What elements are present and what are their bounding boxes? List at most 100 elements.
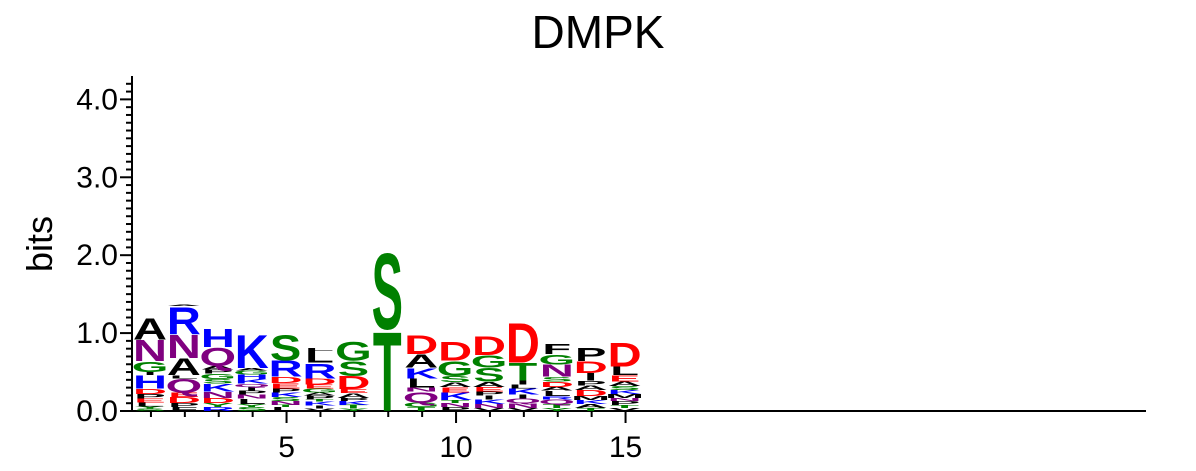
logo-letter-S: S (134, 408, 165, 412)
logo-letter-T: T (576, 407, 606, 412)
logo-letter-D: D (506, 312, 540, 375)
logo-letter-L: L (407, 376, 436, 390)
y-tick-label: 2.0 (76, 239, 118, 272)
logo-letter-H: H (201, 325, 235, 354)
logo-letter-D: D (574, 359, 608, 377)
logo-letter-T: T (271, 404, 301, 408)
logo-letter-I: I (313, 405, 326, 410)
logo-letter-I: I (143, 371, 156, 376)
logo-letter-V: V (507, 407, 539, 412)
logo-letter-N: N (472, 403, 506, 409)
logo-letter-M: M (605, 393, 644, 399)
logo-letter-Y: Y (541, 407, 572, 412)
logo-letter-Y: Y (134, 406, 165, 410)
logo-letter-N: N (235, 394, 269, 400)
x-axis: 5 10 15 (132, 410, 1146, 464)
logo-letter-V: V (473, 407, 505, 412)
logo-letter-A: A (574, 384, 608, 391)
chart-title: DMPK (532, 6, 665, 58)
logo-letter-I: I (482, 395, 495, 401)
logo-letter-A: A (303, 392, 337, 397)
x-tick-label: 15 (609, 431, 642, 464)
logo-letter-D: D (540, 380, 574, 389)
logo-letter-E: E (609, 374, 640, 384)
logo-letter-P: P (473, 391, 504, 397)
logo-letter-K: K (303, 401, 337, 407)
logo-letter-I: I (584, 371, 597, 383)
logo-letter-P: P (338, 397, 369, 402)
logo-letter-D: D (608, 336, 642, 375)
logo-letter-Y: Y (338, 408, 369, 412)
logo-letter-K: K (574, 399, 608, 405)
logo-letter-T: T (305, 399, 335, 403)
logo-letter-T: T (542, 403, 572, 409)
logo-letter-A: A (336, 392, 370, 399)
logo-letter-S: S (541, 376, 572, 383)
logo-letter-L: L (305, 347, 334, 352)
logo-letter-T: T (441, 399, 471, 404)
logo-letter-A: A (472, 380, 506, 389)
logo-letter-Q: Q (505, 398, 542, 405)
y-tick-label: 1.0 (76, 317, 118, 350)
logo-letter-K: K (201, 382, 235, 394)
logo-letter-F: F (542, 341, 571, 358)
logo-letter-D: D (167, 396, 201, 406)
logo-letter-P: P (439, 406, 470, 412)
logo-letter-Q: Q (539, 398, 576, 405)
logo-letter-E: E (439, 386, 470, 395)
logo-letter-L: L (237, 397, 266, 406)
logo-letter-P: P (575, 345, 606, 366)
logo-letter-L: L (610, 365, 639, 378)
logo-letter-S: S (372, 231, 403, 353)
logo-letter-D: D (404, 330, 438, 360)
logo-letter-P: P (575, 380, 606, 387)
logo-letter-K: K (336, 400, 370, 406)
logo-letter-G: G (335, 336, 372, 366)
y-tick-label: 0.0 (76, 395, 118, 428)
x-tick-label: 10 (439, 431, 472, 464)
logo-letter-M: M (571, 395, 610, 401)
logo-letter-L: L (542, 389, 571, 398)
logo-letter-N: N (608, 397, 642, 402)
logo-letter-K: K (472, 398, 506, 405)
y-tick-label: 4.0 (76, 83, 118, 116)
logo-letter-T: T (509, 358, 538, 386)
x-tick-label: 5 (278, 431, 295, 464)
logo-letter-L: L (170, 375, 199, 380)
logo-letter-P: P (202, 369, 233, 375)
logo-letter-A: A (133, 313, 167, 347)
logo-letter-K: K (404, 365, 438, 382)
logo-letter-K: K (235, 378, 269, 385)
logo-letter-A: A (608, 380, 642, 387)
logo-letter-E: E (338, 388, 369, 394)
logo-letter-A: A (574, 403, 608, 409)
logo-letter-E: E (168, 391, 199, 398)
logo-letter-S: S (609, 385, 640, 391)
logo-letter-S: S (439, 374, 470, 384)
logo-letter-D: D (269, 375, 303, 385)
logo-letter-Q: Q (166, 374, 203, 396)
logo-letter-T: T (407, 406, 437, 412)
logo-letter-A: A (235, 368, 269, 372)
logo-letter-K: K (608, 389, 642, 395)
logo-letter-E: E (134, 398, 165, 404)
logo-letter-G: G (538, 352, 575, 367)
logo-letter-S: S (236, 406, 267, 412)
logo-letter-G: G (233, 370, 270, 376)
logo-letter-K: K (438, 391, 472, 403)
logo-letter-P: P (609, 400, 640, 406)
logo-letter-A: A (438, 381, 472, 388)
logo-letter-E: E (473, 386, 504, 393)
logo-letter-N: N (269, 400, 303, 406)
logo-letter-A: A (201, 365, 235, 371)
logo-letter-R: R (303, 359, 337, 383)
logo-letter-R: R (269, 356, 303, 381)
